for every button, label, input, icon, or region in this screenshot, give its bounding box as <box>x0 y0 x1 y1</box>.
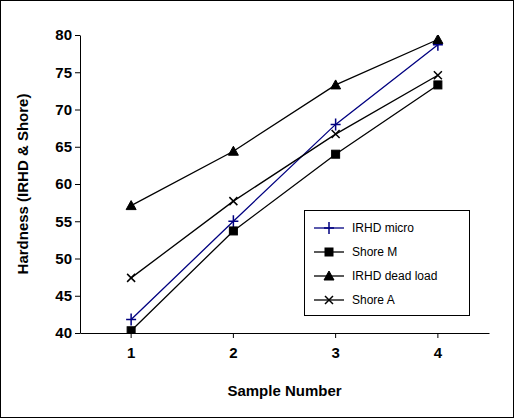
legend-symbol <box>324 271 334 280</box>
x-tick: 3 <box>331 333 339 361</box>
x-tick: 1 <box>127 333 135 361</box>
series-line <box>131 85 438 331</box>
point-marker <box>331 118 341 130</box>
y-tick-mark <box>75 147 80 148</box>
x-axis-title: Sample Number <box>227 382 341 399</box>
x-tick-label: 3 <box>331 344 339 361</box>
y-tick-label: 50 <box>55 250 72 267</box>
series-line <box>131 45 438 320</box>
legend-label: IRHD micro <box>352 221 414 235</box>
marker-shape <box>229 227 237 235</box>
legend-label: IRHD dead load <box>352 269 437 283</box>
x-tick-label: 2 <box>229 344 237 361</box>
marker-shape <box>434 81 442 89</box>
legend-item: IRHD dead load <box>314 269 437 283</box>
y-tick-label: 65 <box>55 138 72 155</box>
marker-shape <box>324 271 334 280</box>
legend-label: Shore A <box>352 293 395 307</box>
y-tick-mark <box>75 296 80 297</box>
marker-shape <box>126 201 136 210</box>
x-tick-mark <box>233 333 234 338</box>
legend: IRHD micro Shore M IRHD dead load Shore A <box>305 211 470 316</box>
point-marker <box>126 201 136 210</box>
legend-symbol <box>324 222 334 234</box>
point-marker <box>331 80 341 89</box>
marker-shape <box>325 248 333 256</box>
legend-item: Shore A <box>314 293 395 307</box>
series-line <box>131 39 438 205</box>
x-tick: 4 <box>434 333 443 361</box>
marker-shape <box>332 130 340 138</box>
marker-shape <box>324 222 334 234</box>
y-tick: 65 <box>55 138 80 155</box>
y-axis: 40 45 50 55 60 65 70 75 80 <box>55 26 80 341</box>
x-tick-label: 1 <box>127 344 135 361</box>
y-tick-mark <box>75 184 80 185</box>
marker-shape <box>331 118 341 130</box>
y-tick-label: 75 <box>55 64 72 81</box>
y-tick: 55 <box>55 213 80 230</box>
y-tick: 45 <box>55 287 80 304</box>
y-tick: 70 <box>55 101 80 118</box>
y-tick: 40 <box>55 324 80 341</box>
legend-symbol <box>325 296 333 304</box>
x-tick: 2 <box>229 333 237 361</box>
x-axis: 1 2 3 4 <box>81 333 490 361</box>
chart: 40 45 50 55 60 65 70 75 80 1 2 3 4 Sample Number Hardn… <box>0 0 514 418</box>
y-tick-mark <box>75 333 80 334</box>
legend-box <box>305 211 470 316</box>
marker-shape <box>433 35 443 43</box>
point-marker <box>228 215 238 227</box>
x-tick-label: 4 <box>434 344 443 361</box>
y-tick: 80 <box>55 26 80 43</box>
point-marker <box>332 130 340 138</box>
y-axis-title: Hardness (IRHD & Shore) <box>14 94 31 275</box>
marker-shape <box>434 71 442 79</box>
chart-border <box>1 1 514 418</box>
y-tick-mark <box>75 110 80 111</box>
marker-shape <box>331 80 341 89</box>
marker-shape <box>229 197 237 205</box>
y-tick-mark <box>75 259 80 260</box>
point-marker <box>434 71 442 79</box>
x-tick-mark <box>437 333 438 338</box>
series-line <box>131 75 438 278</box>
y-tick: 75 <box>55 64 80 81</box>
y-tick: 60 <box>55 175 80 192</box>
marker-shape <box>127 274 135 282</box>
x-tick-mark <box>335 333 336 338</box>
legend-label: Shore M <box>352 245 397 259</box>
marker-shape <box>332 150 340 158</box>
marker-shape <box>228 215 238 227</box>
point-marker <box>229 227 237 235</box>
legend-item: IRHD micro <box>314 221 414 235</box>
point-marker <box>433 35 443 43</box>
y-tick-label: 70 <box>55 101 72 118</box>
legend-symbol <box>325 248 333 256</box>
y-tick-mark <box>75 72 80 73</box>
y-tick-label: 60 <box>55 175 72 192</box>
point-marker <box>126 314 136 326</box>
y-tick-mark <box>75 35 80 36</box>
y-tick-mark <box>75 221 80 222</box>
point-marker <box>229 197 237 205</box>
y-tick: 50 <box>55 250 80 267</box>
point-marker <box>434 81 442 89</box>
legend-item: Shore M <box>314 245 397 259</box>
point-marker <box>332 150 340 158</box>
point-marker <box>228 146 238 155</box>
y-tick-label: 40 <box>55 324 72 341</box>
y-tick-label: 45 <box>55 287 72 304</box>
x-tick-mark <box>131 333 132 338</box>
y-axis-line <box>80 36 81 334</box>
point-marker <box>127 327 135 333</box>
marker-shape <box>127 327 135 333</box>
marker-shape <box>325 296 333 304</box>
y-tick-label: 55 <box>55 213 72 230</box>
point-marker <box>127 274 135 282</box>
marker-shape <box>126 314 136 326</box>
x-axis-line <box>81 333 490 334</box>
y-tick-label: 80 <box>55 26 72 43</box>
marker-shape <box>228 146 238 155</box>
